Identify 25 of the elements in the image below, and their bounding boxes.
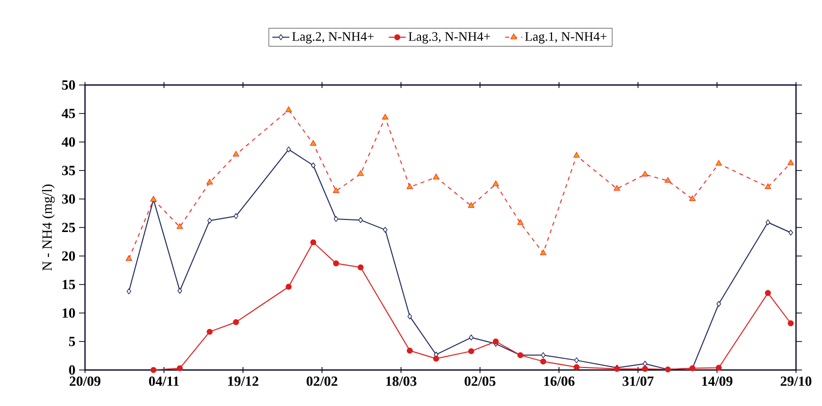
y-tick-label: 40: [62, 137, 75, 147]
y-tick-label: 0: [69, 365, 75, 375]
x-tick-label: 18/03: [386, 376, 416, 386]
y-tick-label: 50: [62, 80, 75, 90]
y-tick-label: 35: [62, 166, 76, 176]
legend-label: Lag.1, N-NH4+: [525, 32, 607, 44]
x-tick-label: 20/09: [70, 376, 100, 386]
legend-label: Lag.3, N-NH4+: [408, 32, 490, 44]
x-tick-label: 19/12: [228, 376, 258, 386]
x-tick-label: 29/10: [780, 376, 812, 386]
x-tick-label: 16/06: [544, 376, 574, 386]
y-tick-label: 15: [62, 280, 76, 290]
y-tick-label: 5: [69, 336, 76, 346]
y-tick-label: 10: [62, 308, 75, 318]
legend-label: Lag.2, N-NH4+: [292, 32, 374, 44]
x-tick-label: 02/05: [464, 376, 496, 386]
y-tick-label: 45: [62, 108, 76, 118]
x-tick-label: 04/11: [149, 376, 179, 386]
y-tick-label: 25: [62, 222, 76, 232]
x-tick-label: 14/09: [702, 376, 732, 386]
x-tick-label: 02/02: [306, 376, 338, 386]
y-tick-label: 30: [62, 194, 75, 204]
y-tick-label: 20: [62, 251, 75, 261]
y-axis-title: N - NH4 (mg/l): [42, 184, 55, 271]
x-tick-label: 31/07: [622, 376, 654, 386]
